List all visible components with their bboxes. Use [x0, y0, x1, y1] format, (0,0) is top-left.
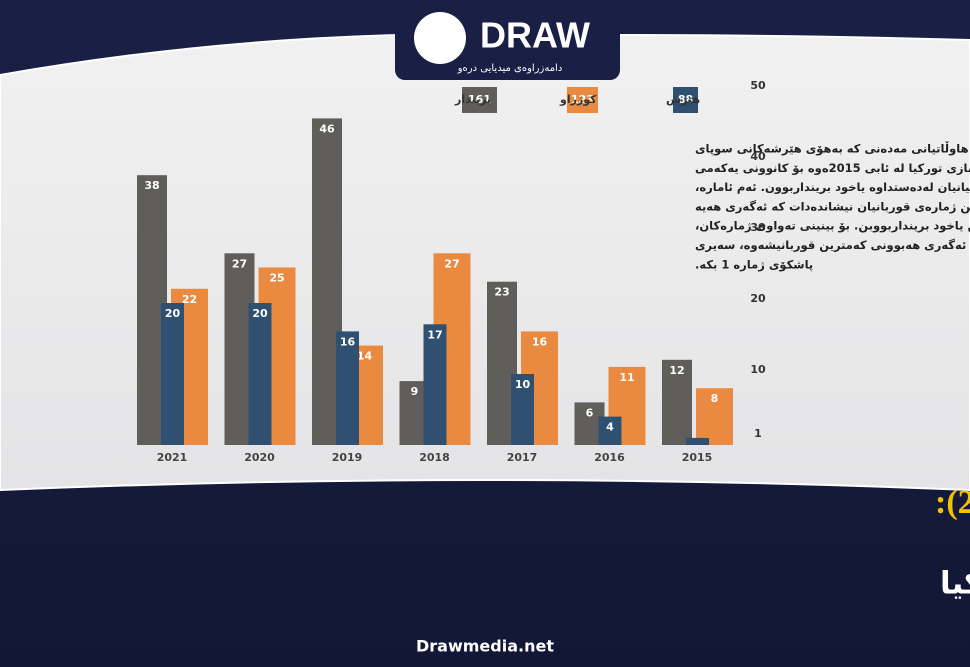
value-label: 46	[319, 122, 335, 135]
logo-circle	[414, 12, 466, 64]
legend-total: 88	[678, 93, 693, 106]
x-tick-label: 2020	[244, 451, 275, 464]
value-label: 20	[165, 307, 181, 320]
legend-total: 161	[468, 93, 491, 106]
footer: Drawmedia.net	[416, 637, 554, 656]
bar	[598, 416, 622, 445]
value-label: 14	[357, 350, 373, 363]
x-tick-label: 2018	[419, 451, 450, 464]
y-tick-label: 1	[754, 427, 762, 440]
annotation-line: پاشکۆی ژمارە 1 بکە.	[695, 257, 813, 272]
value-label: 4	[606, 421, 614, 434]
value-label: 16	[532, 335, 548, 348]
annotation-line: 2021 گیانیان لەدەستداوە یاخود بریندار‌بو…	[695, 180, 970, 195]
value-label: 17	[427, 328, 442, 341]
legend-swatch	[567, 87, 598, 113]
value-label: 23	[494, 286, 509, 299]
x-tick-label: 2017	[507, 451, 538, 464]
bar	[662, 359, 692, 445]
annotation-line: هاوڵاتیانی مەدەنی کە بەهۆی هێرشەکانی سوپ…	[695, 142, 969, 157]
bar	[696, 388, 733, 445]
legend-label: بریندار	[454, 93, 491, 106]
legend-total: 123	[571, 93, 594, 106]
legend-label: هێرش	[666, 93, 700, 106]
value-label: 22	[182, 293, 197, 306]
annotation-line: سەربازی تورکیا لە ئابی 2015ەوە بۆ کانوون…	[695, 161, 970, 176]
bar	[686, 437, 709, 445]
bar	[423, 324, 447, 445]
x-tick-label: 2015	[682, 451, 713, 464]
bar	[161, 303, 184, 445]
y-tick-label: 20	[750, 292, 766, 305]
value-label: 38	[144, 179, 159, 192]
value-label: 8	[711, 392, 719, 405]
value-label: 27	[444, 257, 459, 270]
y-tick-label: 40	[750, 150, 766, 163]
headline-period: لە ( 2015 –2021):	[935, 484, 970, 521]
logo: DRAW	[480, 15, 590, 56]
x-tick-label: 2021	[157, 451, 188, 464]
value-label: 16	[340, 335, 356, 348]
bar	[248, 303, 272, 445]
value-label: 11	[619, 371, 634, 384]
y-tick-label: 50	[750, 79, 766, 92]
logo-tagline: دامەزراوەی میدیایی درەو	[457, 63, 563, 74]
value-label: 12	[669, 364, 684, 377]
annotation-line: زۆرترین ژمارەی قوربانیان نیشاندەدات کە ئ…	[695, 199, 970, 214]
legend-swatch	[462, 87, 497, 113]
headline-title: ( 123) کوژراو ( 161) هاوڵاتی بریندار‌بوو…	[940, 564, 970, 602]
value-label: 27	[232, 257, 247, 270]
legend-label: کوژراو	[559, 93, 597, 106]
x-tick-label: 2019	[332, 451, 363, 464]
y-tick-label: 10	[750, 363, 766, 376]
y-tick-label: 30	[750, 221, 766, 234]
bar	[511, 374, 534, 445]
value-label: 6	[586, 406, 594, 419]
value-label: 10	[515, 378, 531, 391]
value-label: 25	[269, 272, 284, 285]
value-label: 9	[411, 385, 419, 398]
value-label: 20	[252, 307, 268, 320]
annotation-line: کوژرابن یاخود بریندار‌بووبن. بۆ بینینی ت…	[695, 219, 970, 234]
x-tick-label: 2016	[594, 451, 625, 464]
legend-swatch	[673, 87, 698, 113]
bar	[336, 331, 359, 445]
annotation-line: بە ئەگەری هەبوونی کەمترین قوربانیشەوە، س…	[695, 238, 970, 253]
